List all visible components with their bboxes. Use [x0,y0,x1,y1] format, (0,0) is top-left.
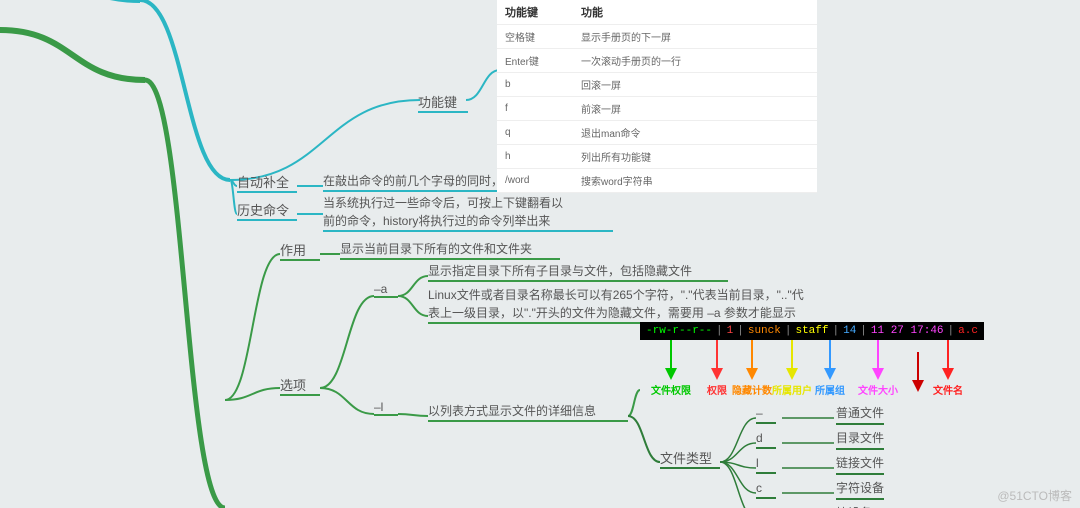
terminal-segment: a.c [956,325,980,337]
table-row: q退出man命令 [497,121,817,145]
node-opt-a: –a [374,282,398,298]
arrow-column: 隐藏计数 [732,340,772,397]
node-funckey: 功能键 [418,92,468,113]
table-row: f前滚一屏 [497,97,817,121]
node-autocomplete: 自动补全 [237,172,297,193]
node-usage: 作用 [280,240,320,261]
node-opt-l: –l [374,400,398,416]
terminal-line: -rw-r--r--|1|sunck|staff|14|11 27 17:46|… [640,322,984,340]
filetype-row: –普通文件 [756,404,884,425]
arrow-column: 文件大小 [848,340,908,397]
filetype-row: l链接文件 [756,454,884,475]
arrow-legend: 文件权限权限隐藏计数所属用户所属组文件大小 文件名 [640,340,968,399]
arrow-icon [911,352,925,392]
table-header: 功能 [573,0,817,25]
terminal-segment: sunck [746,325,783,337]
desc-opt-a-2: Linux文件或者目录名称最长可以有265个字符，"."代表当前目录，".."代… [428,286,858,324]
arrow-column: 文件权限 [640,340,702,397]
arrow-icon [785,340,799,380]
arrow-label: 文件权限 [640,382,702,397]
arrow-column: 权限 [702,340,732,397]
node-filetype: 文件类型 [660,448,720,469]
arrow-icon [823,340,837,380]
table-row: h列出所有功能键 [497,145,817,169]
arrow-label: 所属用户 [772,382,812,397]
desc-opt-a-1: 显示指定目录下所有子目录与文件，包括隐藏文件 [428,262,728,282]
terminal-segment: 11 27 17:46 [869,325,946,337]
arrow-label: 所属组 [812,382,848,397]
table-header: 功能键 [497,0,573,25]
table-row: /word搜索word字符串 [497,169,817,193]
arrow-icon [710,340,724,380]
filetype-row: c字符设备 [756,479,884,500]
table-row: b回滚一屏 [497,73,817,97]
desc-usage: 显示当前目录下所有的文件和文件夹 [340,240,560,260]
arrow-label: 隐藏计数 [732,382,772,397]
node-options: 选项 [280,375,320,396]
watermark: @51CTO博客 [997,487,1072,504]
terminal-segment: 14 [841,325,858,337]
terminal-segment: -rw-r--r-- [644,325,714,337]
arrow-column: 所属用户 [772,340,812,397]
desc-history: 当系统执行过一些命令后，可按上下键翻看以 前的命令，history将执行过的命令… [323,194,613,232]
node-history: 历史命令 [237,200,297,221]
func-key-table: 功能键功能空格键显示手册页的下一屏Enter键一次滚动手册页的一行b回滚一屏f前… [497,0,817,193]
table-row: 空格键显示手册页的下一屏 [497,25,817,49]
terminal-segment: staff [793,325,830,337]
filetype-row: b块设备 [756,504,872,508]
arrow-icon [941,340,955,380]
table-row: Enter键一次滚动手册页的一行 [497,49,817,73]
desc-opt-l: 以列表方式显示文件的详细信息 [428,402,628,422]
arrow-label: 文件名 [928,382,968,397]
arrow-icon [664,340,678,380]
arrow-column: 所属组 [812,340,848,397]
arrow-icon [745,340,759,380]
arrow-column [908,352,928,394]
filetype-row: d目录文件 [756,429,884,450]
arrow-icon [871,340,885,380]
arrow-label: 权限 [702,382,732,397]
arrow-column: 文件名 [928,340,968,397]
terminal-segment: 1 [725,325,736,337]
arrow-label: 文件大小 [848,382,908,397]
